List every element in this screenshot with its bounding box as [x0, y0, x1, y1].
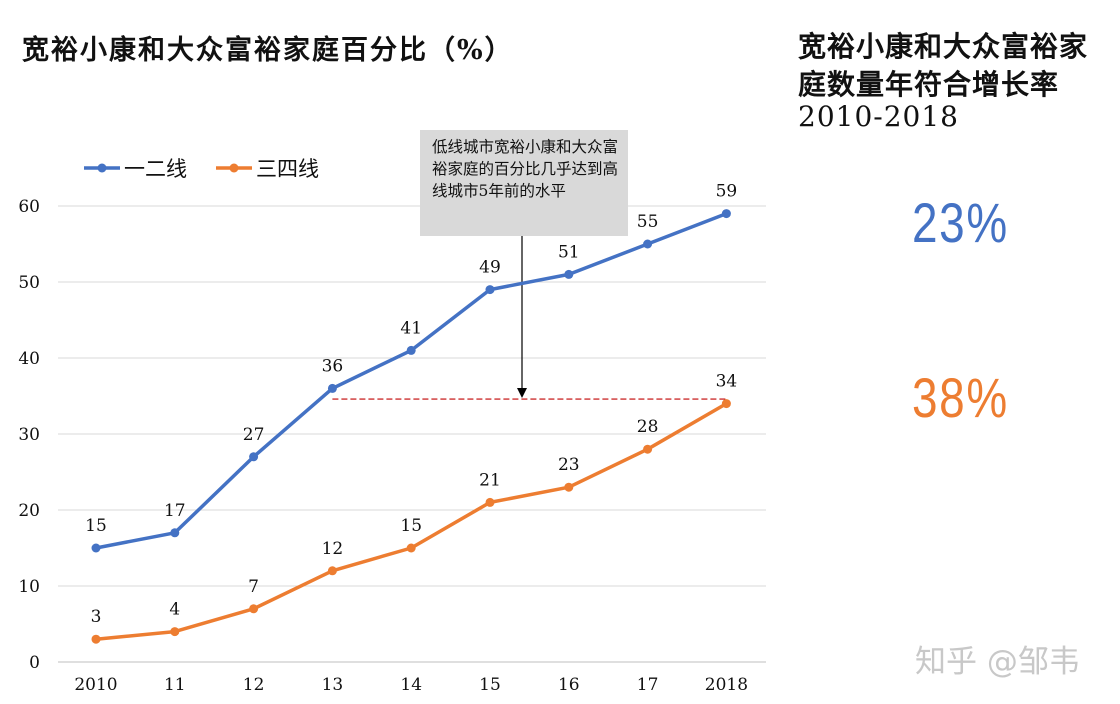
- y-tick-label-30: 30: [18, 425, 40, 445]
- data-label-s1-14: 41: [400, 318, 422, 338]
- growth-rate-period: 2010-2018: [798, 100, 959, 133]
- data-point-s2-2010: [91, 634, 101, 644]
- growth-rate-tier12: 23%: [912, 191, 1009, 254]
- series-line-1: [95, 211, 728, 550]
- data-point-s2-15: [485, 497, 495, 507]
- data-point-s1-13: [327, 383, 337, 393]
- y-tick-label-50: 50: [18, 273, 40, 293]
- legend-label-1: 一二线: [124, 157, 187, 181]
- data-point-s1-2018: [721, 209, 731, 219]
- data-point-s1-12: [249, 452, 259, 462]
- y-tick-label-0: 0: [29, 653, 40, 673]
- data-label-s2-11: 4: [169, 600, 180, 620]
- y-tick-label-10: 10: [18, 577, 40, 597]
- data-label-s2-14: 15: [400, 516, 422, 536]
- x-tick-label-13: 13: [322, 675, 344, 695]
- y-tick-label-40: 40: [18, 349, 40, 369]
- x-tick-label-17: 17: [637, 675, 659, 695]
- data-label-s1-12: 27: [243, 425, 265, 445]
- x-tick-label-12: 12: [243, 675, 265, 695]
- data-label-s2-12: 7: [248, 577, 259, 597]
- y-tick-label-60: 60: [18, 197, 40, 217]
- data-point-s2-11: [170, 627, 180, 637]
- data-point-s1-15: [485, 285, 495, 295]
- y-tick-label-20: 20: [18, 501, 40, 521]
- x-tick-label-2018: 2018: [705, 675, 748, 695]
- data-label-s1-11: 17: [164, 501, 186, 521]
- data-label-s1-2018: 59: [716, 182, 738, 202]
- data-point-s2-14: [406, 543, 416, 553]
- data-label-s2-15: 21: [479, 470, 501, 490]
- annotation-arrowhead: [517, 388, 527, 399]
- data-point-s1-2010: [91, 543, 101, 553]
- data-point-s1-14: [406, 345, 416, 355]
- data-point-s2-2018: [721, 399, 731, 409]
- data-label-s1-13: 36: [322, 356, 344, 376]
- watermark: 知乎 @邹韦: [915, 644, 1080, 680]
- data-label-s2-16: 23: [558, 455, 580, 475]
- growth-rate-title: 宽裕小康和大众富裕家庭数量年符合增长率: [798, 30, 1089, 101]
- legend-marker-1: [97, 163, 107, 173]
- growth-rate-tier34: 38%: [912, 366, 1009, 429]
- x-tick-label-15: 15: [479, 675, 501, 695]
- data-label-s2-17: 28: [637, 417, 659, 437]
- data-label-s1-15: 49: [479, 258, 501, 278]
- data-label-s2-2018: 34: [716, 372, 738, 392]
- data-label-s1-2010: 15: [85, 516, 107, 536]
- data-label-s2-13: 12: [322, 539, 344, 559]
- chart-title: 宽裕小康和大众富裕家庭百分比（%）: [22, 35, 514, 66]
- legend-label-2: 三四线: [256, 157, 319, 181]
- x-tick-label-16: 16: [558, 675, 580, 695]
- legend-marker-2: [229, 163, 239, 173]
- x-tick-label-2010: 2010: [74, 675, 117, 695]
- data-point-s2-12: [249, 604, 259, 614]
- data-label-s1-17: 55: [637, 212, 659, 232]
- x-tick-label-14: 14: [400, 675, 422, 695]
- chart-annotation: 低线城市宽裕小康和大众富裕家庭的百分比几乎达到高线城市5年前的水平: [420, 130, 628, 236]
- data-point-s1-11: [170, 528, 180, 538]
- data-point-s2-17: [643, 444, 653, 454]
- data-point-s1-16: [564, 269, 574, 279]
- data-label-s2-2010: 3: [91, 607, 102, 627]
- data-point-s1-17: [643, 239, 653, 249]
- data-point-s2-16: [564, 482, 574, 492]
- data-point-s2-13: [327, 566, 337, 576]
- x-tick-label-11: 11: [164, 675, 186, 695]
- data-label-s1-16: 51: [558, 242, 580, 262]
